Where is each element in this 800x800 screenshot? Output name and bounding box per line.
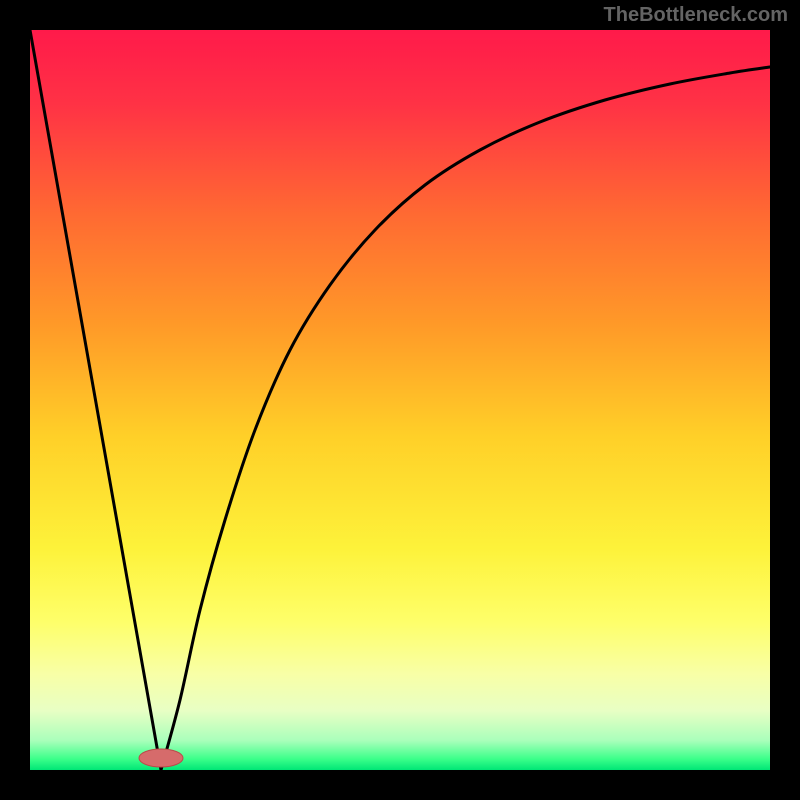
bottleneck-chart [0, 0, 800, 800]
chart-container: TheBottleneck.com [0, 0, 800, 800]
optimal-marker [139, 749, 183, 767]
watermark-text: TheBottleneck.com [604, 4, 788, 27]
